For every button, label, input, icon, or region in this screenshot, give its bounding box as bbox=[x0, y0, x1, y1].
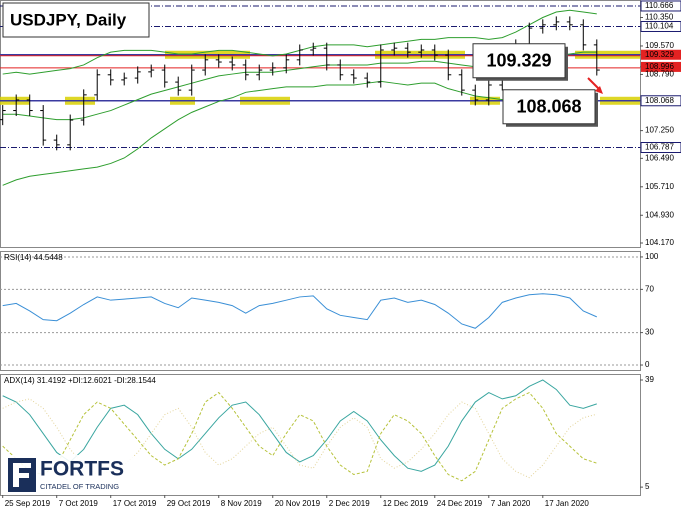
panel-frame bbox=[0, 374, 641, 496]
y-tick-label: 109.570 bbox=[645, 41, 674, 50]
y-tick-label: 108.790 bbox=[645, 70, 674, 79]
y-tick-label: 100 bbox=[645, 252, 659, 261]
logo-icon bbox=[8, 458, 36, 492]
y-tick-label: 39 bbox=[645, 375, 654, 384]
panel-title: RSI(14) 44.5448 bbox=[4, 253, 63, 262]
y-tick-label: 104.170 bbox=[645, 238, 674, 247]
y-tick-label: 70 bbox=[645, 284, 654, 293]
x-tick-label: 8 Nov 2019 bbox=[221, 499, 262, 508]
chart-title: USDJPY, Daily bbox=[10, 10, 127, 29]
level-box-label: 109.329 bbox=[486, 51, 551, 71]
y-tick-label: 30 bbox=[645, 328, 654, 337]
x-tick-label: 20 Nov 2019 bbox=[275, 499, 321, 508]
y-tick-label: 108.068 bbox=[645, 96, 674, 105]
arrow-head bbox=[595, 86, 603, 94]
tick-highlight bbox=[640, 142, 681, 154]
y-tick-label: 110.104 bbox=[645, 22, 674, 31]
x-tick-label: 7 Jan 2020 bbox=[491, 499, 531, 508]
y-tick-label: 5 bbox=[645, 482, 650, 491]
y-tick-label: 105.710 bbox=[645, 182, 674, 191]
x-tick-label: 17 Oct 2019 bbox=[113, 499, 157, 508]
y-tick-label: 110.666 bbox=[645, 1, 674, 10]
y-tick-label: 109.329 bbox=[645, 50, 674, 59]
y-tick-label: 108.996 bbox=[645, 62, 674, 71]
y-tick-label: 104.930 bbox=[645, 210, 674, 219]
y-tick-label: 107.250 bbox=[645, 126, 674, 135]
logo-name: FORTFS bbox=[40, 458, 124, 481]
title-box bbox=[2, 2, 150, 38]
x-tick-label: 17 Jan 2020 bbox=[545, 499, 590, 508]
indicator-line bbox=[2, 379, 597, 472]
x-tick-label: 7 Oct 2019 bbox=[59, 499, 99, 508]
tick-highlight bbox=[640, 20, 681, 32]
level-box bbox=[502, 89, 596, 125]
tick-highlight bbox=[641, 61, 681, 72]
panel-frame bbox=[0, 0, 641, 248]
indicator-line bbox=[2, 293, 597, 329]
x-tick-label: 29 Oct 2019 bbox=[167, 499, 211, 508]
y-tick-label: 110.350 bbox=[645, 13, 674, 22]
level-box-label: 108.068 bbox=[516, 97, 581, 117]
x-tick-label: 2 Dec 2019 bbox=[329, 499, 370, 508]
x-tick-label: 12 Dec 2019 bbox=[383, 499, 429, 508]
level-box bbox=[472, 43, 566, 79]
x-tick-label: 25 Sep 2019 bbox=[5, 499, 51, 508]
indicator-line bbox=[2, 398, 597, 479]
y-tick-label: 106.490 bbox=[645, 153, 674, 162]
y-tick-label: 0 bbox=[645, 360, 650, 369]
panel-title: ADX(14) 31.4192 +DI:12.6021 -DI:28.1544 bbox=[4, 376, 156, 385]
logo-tagline: CITADEL OF TRADING bbox=[40, 482, 119, 491]
tick-highlight bbox=[640, 95, 681, 107]
band-line bbox=[2, 80, 597, 186]
y-tick-label: 106.787 bbox=[645, 143, 674, 152]
tick-highlight bbox=[640, 0, 681, 12]
indicator-line bbox=[2, 391, 597, 482]
x-tick-label: 24 Dec 2019 bbox=[437, 499, 483, 508]
tick-highlight bbox=[641, 49, 681, 60]
panel-frame bbox=[0, 251, 641, 371]
